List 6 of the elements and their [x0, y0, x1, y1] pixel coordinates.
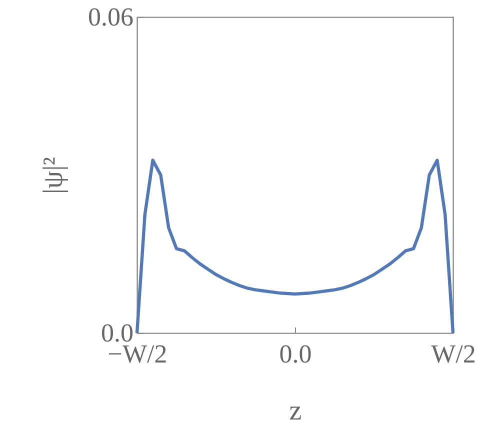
line-series	[135, 158, 455, 335]
y-tick-label: 0.06	[88, 2, 134, 32]
x-tick-label: 0.0	[279, 340, 312, 368]
x-tick-label: W/2	[431, 340, 476, 368]
y-axis-title: |ψ|²	[38, 156, 69, 194]
x-axis-title: z	[289, 396, 302, 426]
